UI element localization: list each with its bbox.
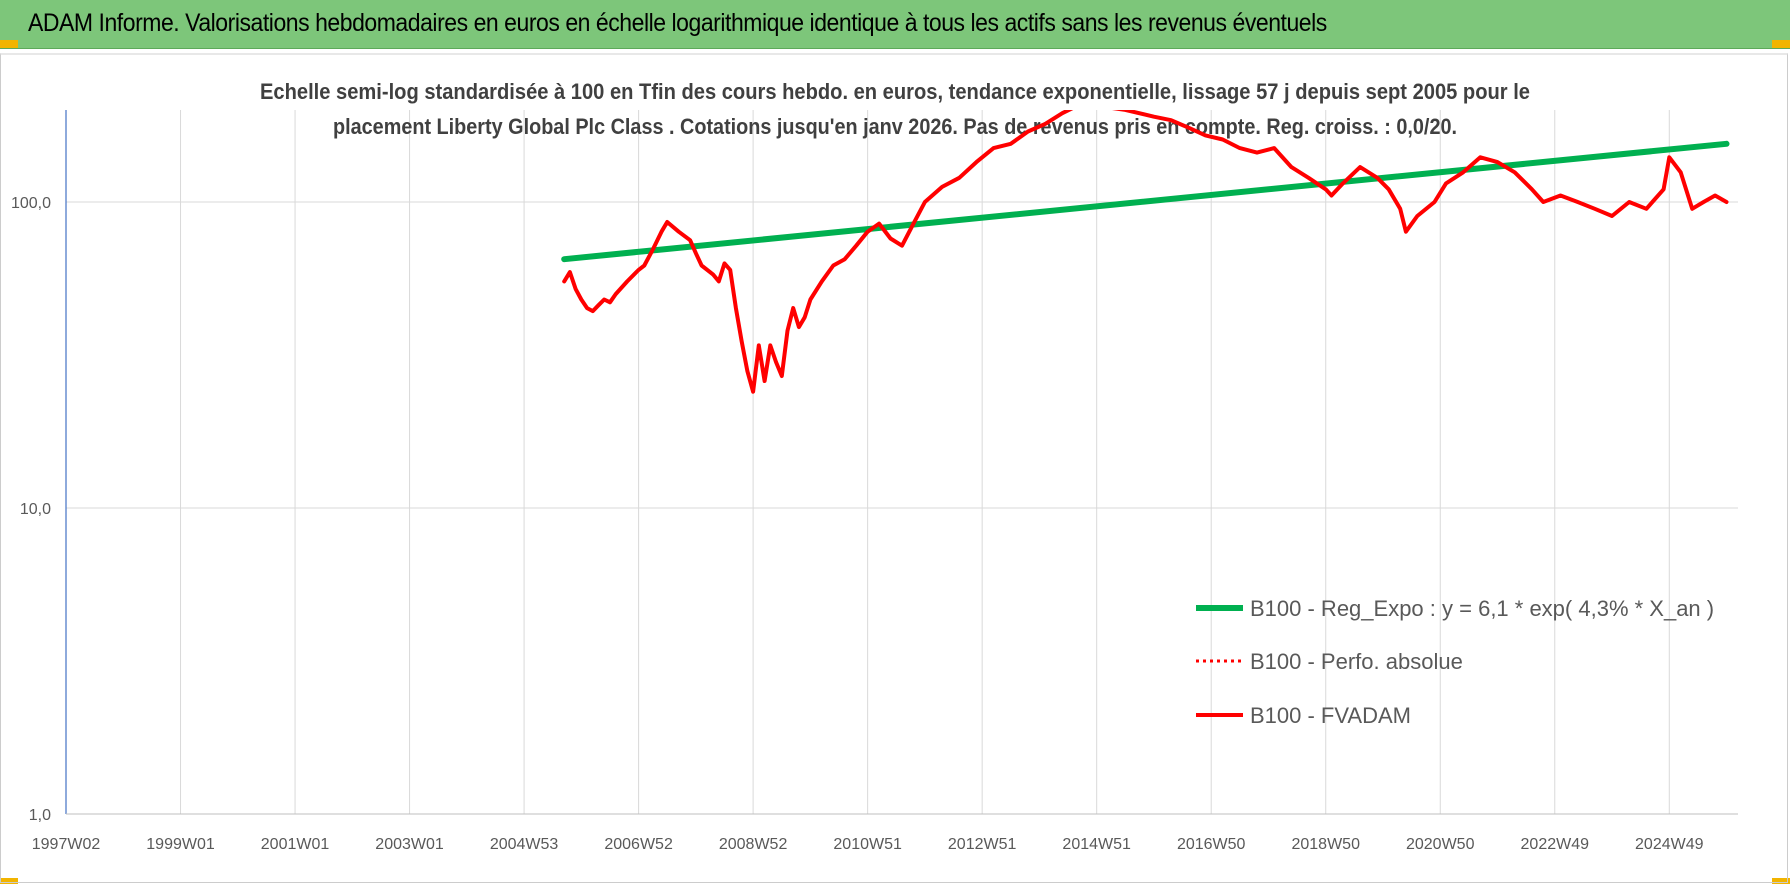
x-tick-label: 2008W52	[719, 836, 788, 853]
legend: B100 - Reg_Expo : y = 6,1 * exp( 4,3% * …	[1196, 596, 1714, 728]
legend-entry-label: B100 - Perfo. absolue	[1250, 649, 1463, 674]
x-tick-label: 1997W02	[32, 836, 101, 853]
x-tick-label: 2004W53	[490, 836, 559, 853]
legend-entry-label: B100 - FVADAM	[1250, 703, 1411, 728]
axes: 1997W02 1999W01 2001W01 2003W01 2004W53 2006W…	[11, 110, 1738, 853]
y-tick-label: 1,0	[29, 807, 51, 824]
series-line-fvadam	[562, 110, 1729, 394]
x-tick-label: 2022W49	[1521, 836, 1590, 853]
x-tick-label: 2003W01	[375, 836, 444, 853]
legend-entry-label: B100 - Reg_Expo : y = 6,1 * exp( 4,3% * …	[1250, 596, 1714, 621]
x-tick-label: 2014W51	[1062, 836, 1131, 853]
chart-subtitle-line-1: Echelle semi-log standardisée à 100 en T…	[260, 79, 1530, 104]
series-line-regression	[561, 140, 1730, 263]
x-tick-label: 2001W01	[261, 836, 330, 853]
x-tick-label: 1999W01	[146, 836, 215, 853]
x-tick-label: 2020W50	[1406, 836, 1475, 853]
corner-marker-bottom-right	[1772, 878, 1790, 884]
title-banner: ADAM Informe. Valorisations hebdomadaire…	[0, 0, 1790, 49]
corner-marker-bottom-left	[0, 878, 18, 884]
y-tick-label: 10,0	[20, 501, 51, 518]
banner-title: ADAM Informe. Valorisations hebdomadaire…	[28, 9, 1327, 37]
x-tick-label: 2016W50	[1177, 836, 1246, 853]
corner-marker-left	[0, 40, 18, 48]
x-tick-label: 2010W51	[833, 836, 902, 853]
x-tick-label: 2006W52	[604, 836, 673, 853]
series-layer	[561, 110, 1730, 394]
chart-subtitle-line-2: placement Liberty Global Plc Class . Cot…	[333, 114, 1457, 139]
x-tick-label: 2018W50	[1291, 836, 1360, 853]
y-tick-label: 100,0	[11, 195, 51, 212]
x-tick-label: 2012W51	[948, 836, 1017, 853]
chart-frame	[0, 53, 1788, 883]
x-tick-label: 2024W49	[1635, 836, 1704, 853]
grid	[65, 110, 1738, 814]
corner-marker-right	[1772, 40, 1790, 48]
